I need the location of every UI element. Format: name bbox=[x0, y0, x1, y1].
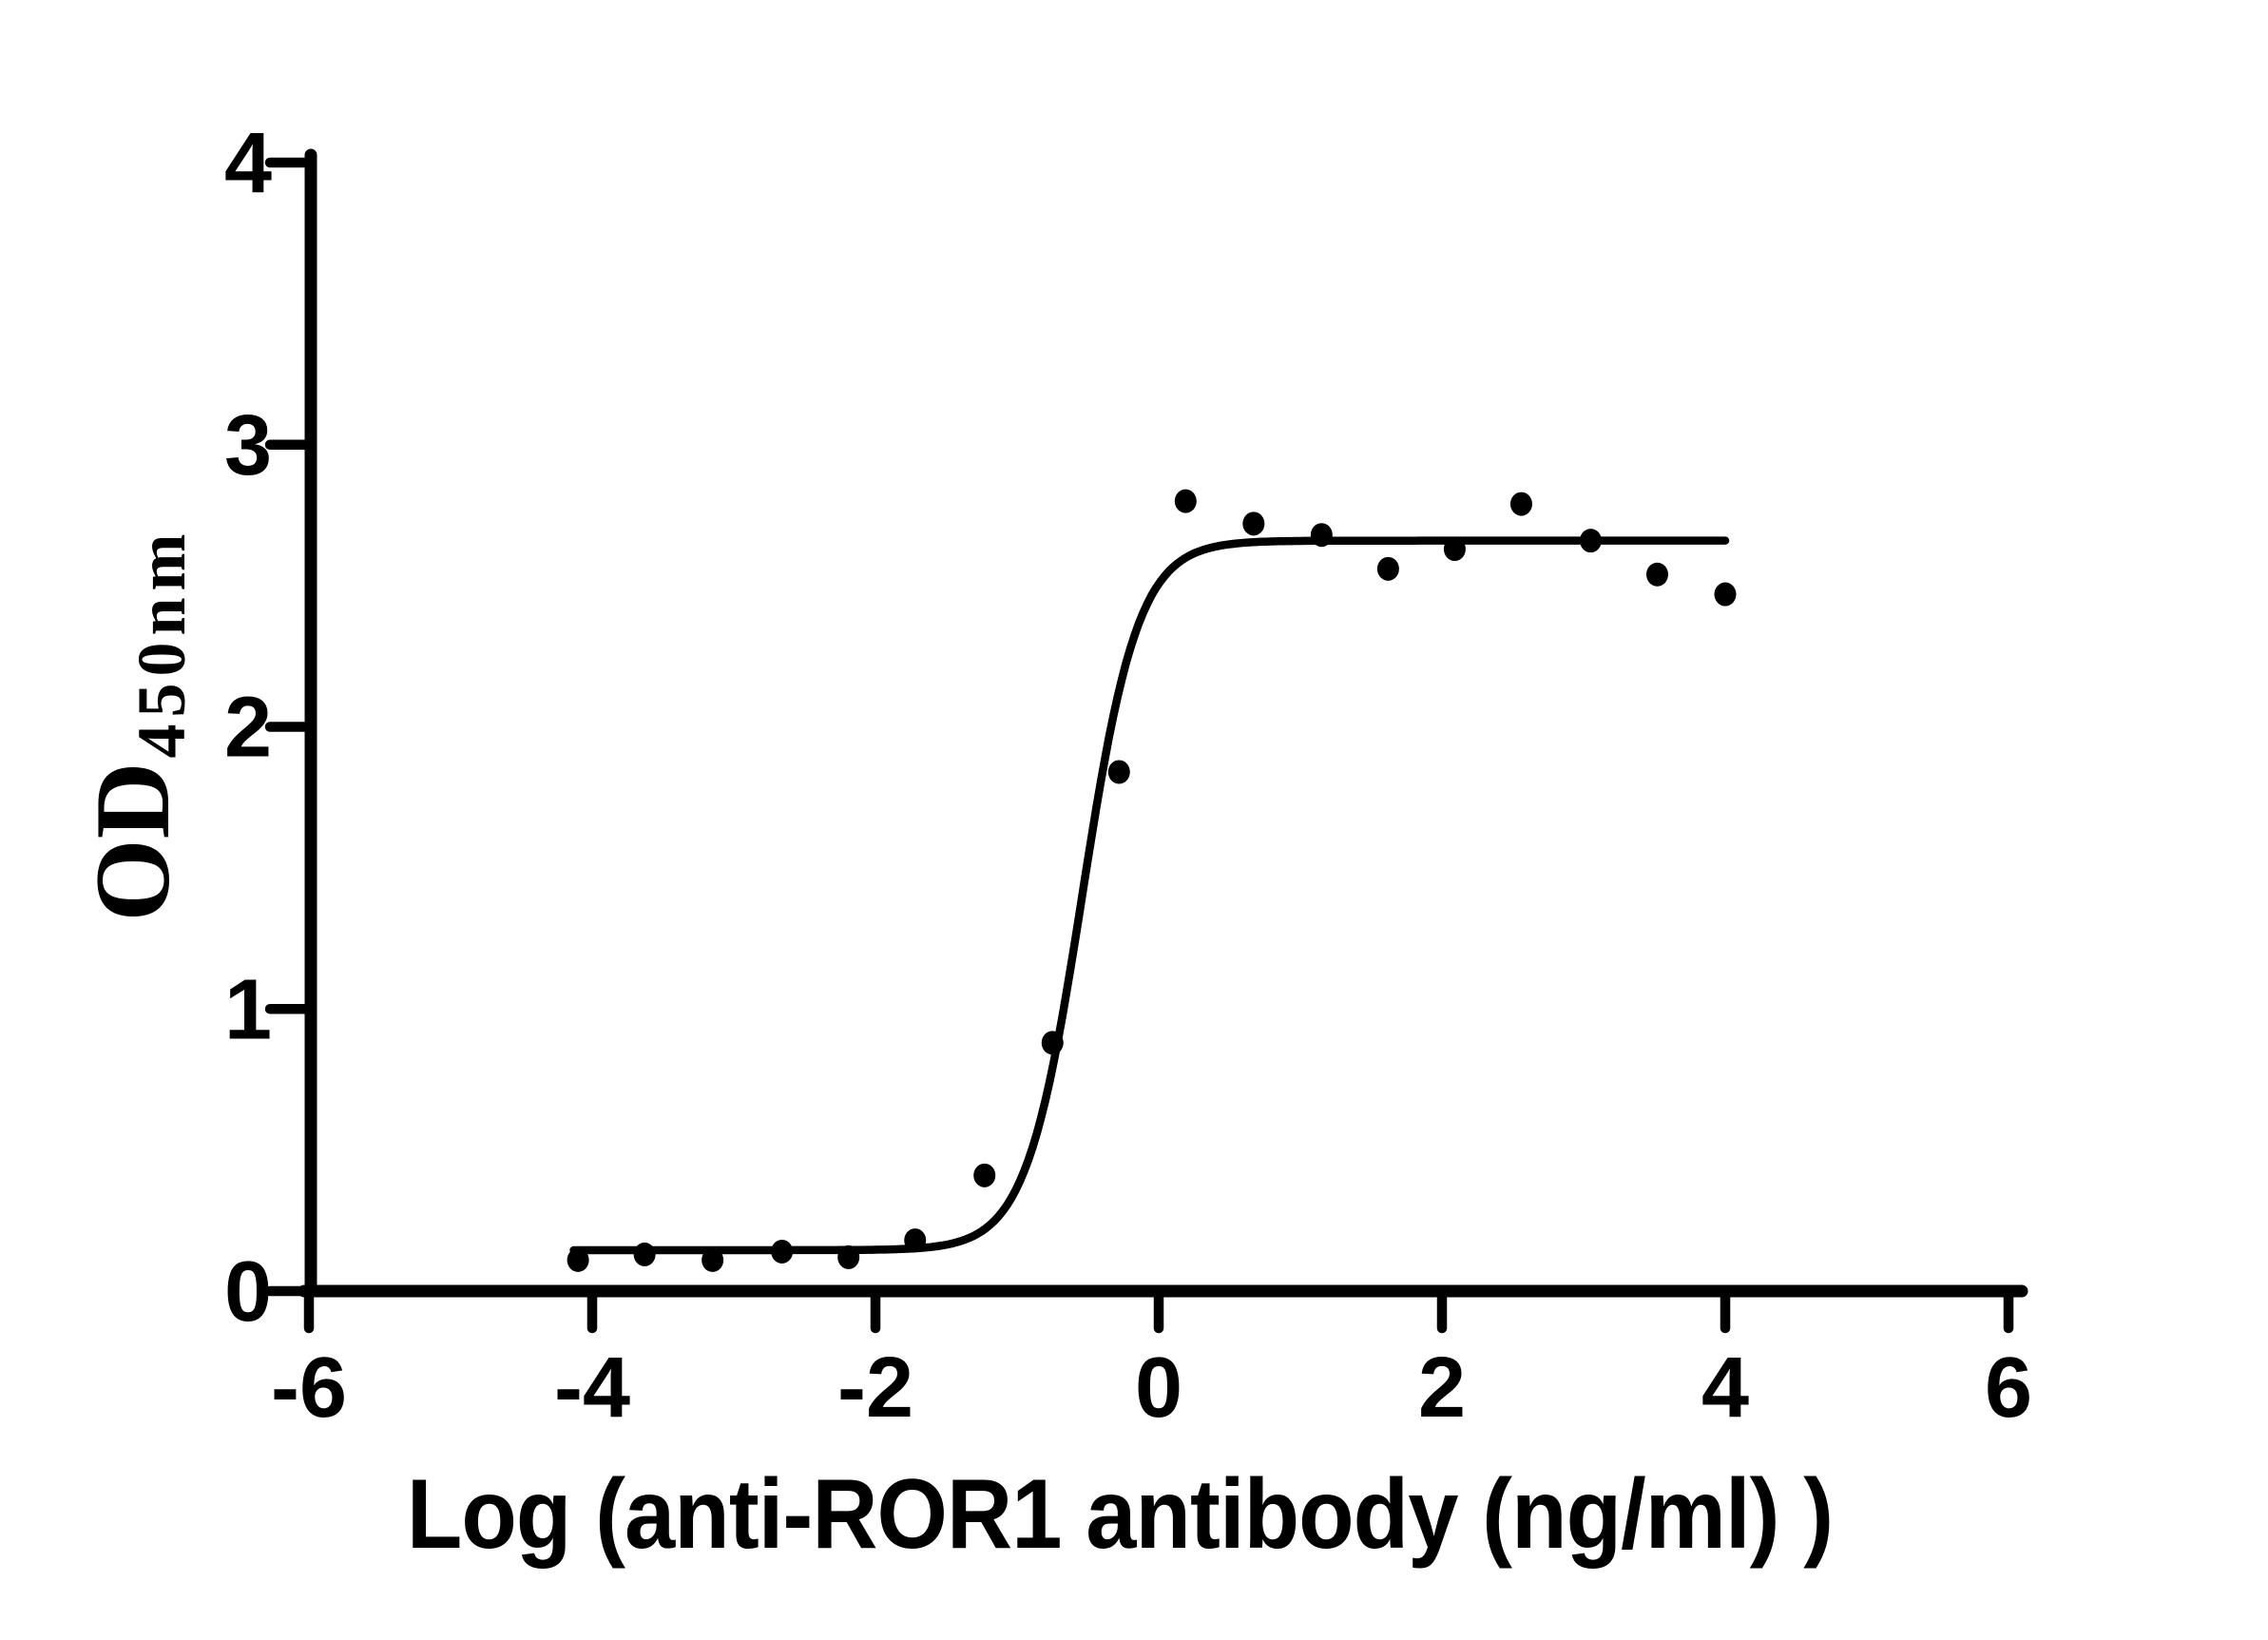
data-point bbox=[1443, 537, 1466, 562]
x-tick-label: -6 bbox=[271, 1341, 347, 1436]
x-tick-label: -2 bbox=[837, 1341, 913, 1436]
data-point bbox=[837, 1244, 860, 1269]
data-point bbox=[1714, 582, 1737, 607]
data-point bbox=[1107, 760, 1130, 784]
y-axis-title-subscript: 450nm bbox=[124, 527, 201, 759]
data-point bbox=[1579, 529, 1602, 553]
data-point bbox=[1645, 562, 1668, 587]
y-tick-label: 0 bbox=[224, 1244, 272, 1340]
data-point bbox=[702, 1247, 724, 1272]
data-point bbox=[1376, 556, 1399, 581]
data-point bbox=[771, 1239, 794, 1264]
data-point bbox=[973, 1163, 996, 1187]
x-tick-label: 2 bbox=[1418, 1341, 1466, 1436]
data-point bbox=[1041, 1031, 1064, 1055]
data-point bbox=[567, 1247, 589, 1272]
x-tick-label: 4 bbox=[1701, 1341, 1749, 1436]
y-tick-label: 2 bbox=[224, 681, 272, 776]
x-tick-label: 0 bbox=[1135, 1341, 1182, 1436]
fit-curve bbox=[569, 536, 1730, 1255]
y-axis-title-main: OD bbox=[74, 762, 192, 922]
y-tick-label: 1 bbox=[224, 962, 272, 1057]
y-axis-title: OD450nm bbox=[74, 527, 200, 921]
data-point bbox=[633, 1242, 656, 1266]
data-point bbox=[904, 1228, 927, 1253]
data-point bbox=[1242, 511, 1265, 536]
y-tick-label: 4 bbox=[224, 116, 272, 211]
y-tick-label: 3 bbox=[224, 398, 272, 493]
data-point bbox=[1174, 489, 1197, 513]
x-axis-title: Log (anti-ROR1 antibody (ng/ml) ) bbox=[406, 1459, 1834, 1570]
data-point bbox=[1310, 523, 1333, 548]
x-tick-label: -4 bbox=[554, 1341, 630, 1436]
x-tick-label: 6 bbox=[1985, 1341, 2032, 1436]
data-point bbox=[1509, 492, 1532, 516]
